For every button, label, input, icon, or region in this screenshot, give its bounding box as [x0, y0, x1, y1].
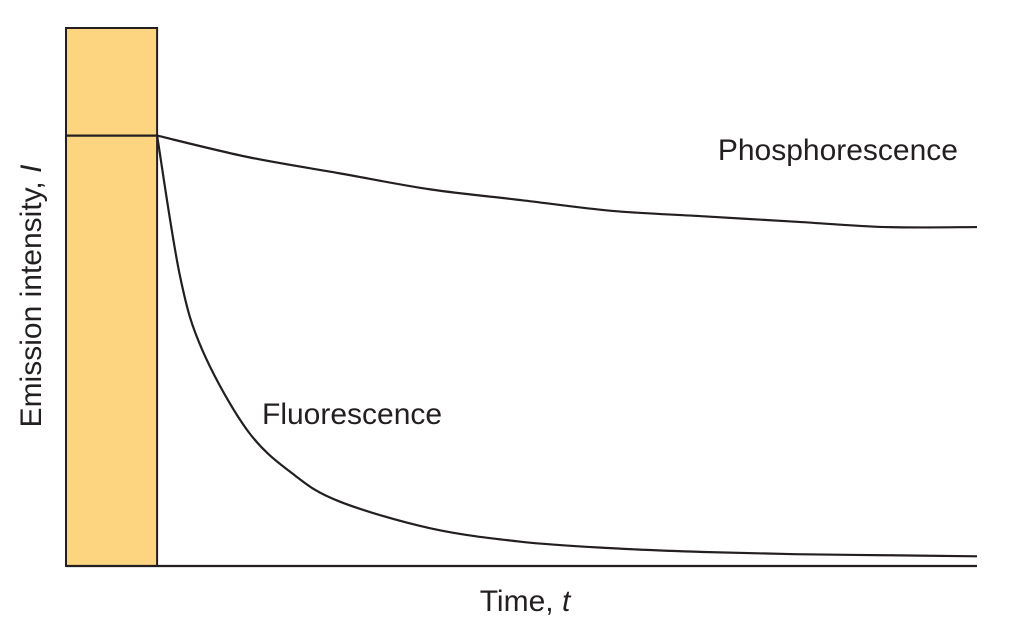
x-axis-title: Time, t — [480, 585, 572, 618]
y-axis-variable: I — [15, 165, 48, 173]
x-axis-title-text: Time, — [480, 585, 562, 618]
excitation-pulse-bar — [65, 27, 159, 567]
y-axis-title-text: Emission intensity, — [15, 173, 48, 428]
y-axis-title: Emission intensity, I — [15, 165, 48, 428]
fluorescence-curve — [156, 135, 978, 558]
curves-group — [156, 134, 978, 558]
phosphorescence-curve — [156, 134, 978, 229]
x-axis-variable: t — [562, 585, 572, 618]
phosphorescence-label: Phosphorescence — [718, 134, 958, 167]
fluorescence-label: Fluorescence — [262, 398, 442, 431]
